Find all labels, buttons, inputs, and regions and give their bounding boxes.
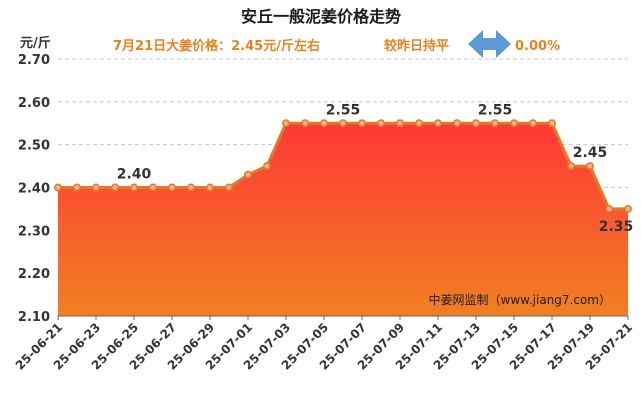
double-arrow-icon bbox=[468, 30, 511, 58]
data-point bbox=[396, 119, 404, 128]
data-label: 2.45 bbox=[573, 145, 608, 161]
data-point bbox=[624, 204, 632, 213]
data-point bbox=[301, 119, 309, 128]
y-tick-label: 2.30 bbox=[18, 224, 50, 239]
data-label: 2.55 bbox=[478, 102, 513, 118]
y-tick-label: 2.50 bbox=[18, 139, 50, 154]
chart-title: 安丘一般泥姜价格走势 bbox=[241, 7, 401, 26]
data-label: 2.35 bbox=[599, 219, 634, 235]
data-point bbox=[225, 183, 233, 192]
y-tick-labels: 2.10 2.20 2.30 2.40 2.50 2.60 2.70 bbox=[18, 53, 50, 325]
y-tick-label: 2.70 bbox=[18, 53, 50, 68]
subtitle-change: 0.00% bbox=[515, 39, 560, 54]
data-point bbox=[263, 162, 271, 171]
data-point bbox=[206, 183, 214, 192]
subtitle-compare: 较昨日持平 bbox=[384, 38, 449, 54]
data-point bbox=[244, 170, 252, 179]
data-point bbox=[149, 183, 157, 192]
data-point bbox=[605, 204, 613, 213]
subtitle-price: 7月21日大姜价格：2.45元/斤左右 bbox=[113, 38, 320, 54]
data-point bbox=[567, 162, 575, 171]
y-tick-label: 2.10 bbox=[18, 310, 50, 325]
data-point bbox=[168, 183, 176, 192]
x-tick-labels: 25-06-2125-06-2325-06-2525-06-2725-06-29… bbox=[13, 316, 635, 373]
data-point bbox=[548, 119, 556, 128]
data-point bbox=[586, 162, 594, 171]
y-tick-label: 2.60 bbox=[18, 96, 50, 111]
data-point bbox=[529, 119, 537, 128]
data-point bbox=[92, 183, 100, 192]
y-axis-label: 元/斤 bbox=[20, 35, 51, 51]
data-point bbox=[510, 119, 518, 128]
y-tick-label: 2.40 bbox=[18, 182, 50, 197]
price-area bbox=[58, 123, 628, 316]
data-point bbox=[54, 183, 62, 192]
data-point bbox=[377, 119, 385, 128]
data-point bbox=[358, 119, 366, 128]
data-point bbox=[453, 119, 461, 128]
data-point bbox=[320, 119, 328, 128]
data-point bbox=[111, 183, 119, 192]
data-point bbox=[282, 119, 290, 128]
data-point bbox=[415, 119, 423, 128]
data-point bbox=[472, 119, 480, 128]
data-label: 2.55 bbox=[326, 102, 361, 118]
y-tick-label: 2.20 bbox=[18, 267, 50, 282]
watermark: 中姜网监制（www.jiang7.com） bbox=[429, 292, 611, 307]
data-labels: 2.40 2.55 2.55 2.45 2.35 bbox=[117, 102, 634, 235]
data-point bbox=[130, 183, 138, 192]
data-point bbox=[434, 119, 442, 128]
data-label: 2.40 bbox=[117, 167, 152, 183]
data-point bbox=[187, 183, 195, 192]
data-point bbox=[73, 183, 81, 192]
data-markers bbox=[54, 119, 632, 213]
data-point bbox=[491, 119, 499, 128]
data-point bbox=[339, 119, 347, 128]
